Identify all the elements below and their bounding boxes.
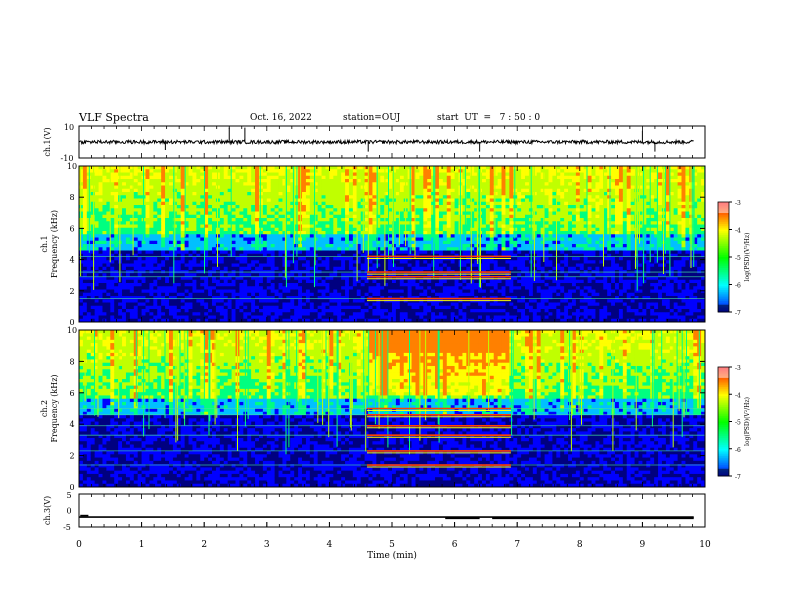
- ch1-spectrogram-ytick-label: 2: [69, 287, 74, 296]
- x-tick-label: 0: [76, 540, 82, 550]
- x-tick-label: 9: [640, 540, 646, 550]
- ch2-spectrogram-ytick-label: 10: [67, 326, 77, 335]
- x-axis-label: Time (min): [367, 550, 417, 561]
- ch2-spectrogram-colorbar-label: log(PSD)(V²/Hz): [744, 397, 751, 446]
- ch1-spectrogram-colorbar-tick-label: -7: [735, 310, 741, 317]
- x-tick-label: 7: [514, 540, 520, 550]
- date-label: Oct. 16, 2022: [250, 113, 312, 123]
- ch2-spectrogram-colorbar-tick-label: -6: [735, 447, 741, 454]
- x-tick-label: 8: [577, 540, 583, 550]
- ch1-spectrogram-image: [78, 165, 706, 323]
- ch1-spectrogram-ytick-label: 4: [69, 256, 74, 265]
- ch2-spectrogram-ylabel: Frequency (kHz): [50, 374, 59, 442]
- ch3-frame: [78, 493, 706, 528]
- ch3-ytick-label: -5: [63, 523, 71, 532]
- ch2-spectrogram-colorbar: [717, 366, 730, 477]
- ch3-ytick-label: 0: [66, 507, 71, 516]
- ch2-spectrogram-colorbar-tick-label: -4: [735, 392, 741, 399]
- x-tick-label: 10: [699, 540, 711, 550]
- x-tick-label: 4: [327, 540, 333, 550]
- x-tick-label: 2: [201, 540, 207, 550]
- ch1-spectrogram-colorbar-tick-label: -6: [735, 283, 741, 290]
- ch1-trace: [78, 138, 694, 146]
- ch2-spectrogram-channel-label: ch.2: [40, 400, 49, 417]
- ch1-spectrogram-ytick-label: 6: [69, 224, 74, 233]
- ch3-ylabel: ch.3(V): [43, 496, 52, 525]
- start-time-label: start UT = 7 : 50 : 0: [437, 113, 541, 123]
- ch1-spectrogram-channel-label: ch.1: [40, 235, 49, 252]
- station-label: station=OUJ: [343, 113, 401, 123]
- ch1-spectrogram-ytick-label: 10: [67, 162, 77, 171]
- ch2-spectrogram-ytick-label: 0: [69, 483, 74, 492]
- ch1-ylabel: ch.1(V): [43, 127, 52, 156]
- ch1-spectrogram-ylabel: Frequency (kHz): [50, 210, 59, 278]
- x-tick-label: 1: [139, 540, 145, 550]
- ch1-ytick-label: 10: [64, 123, 74, 132]
- ch1-spectrogram-colorbar: [717, 201, 730, 313]
- ch1-spectrogram-colorbar-tick-label: -5: [735, 255, 741, 262]
- ch1-ytick-label: -10: [61, 154, 74, 163]
- x-tick-label: 6: [452, 540, 458, 550]
- ch2-spectrogram-colorbar-tick-label: -5: [735, 420, 741, 427]
- x-tick-label: 3: [264, 540, 270, 550]
- ch1-spectrogram-ytick-label: 8: [69, 193, 74, 202]
- ch2-spectrogram-ytick-label: 8: [69, 357, 74, 366]
- ch3-ytick-label: 5: [66, 491, 71, 500]
- ch2-spectrogram-colorbar-tick-label: -3: [735, 365, 741, 372]
- x-tick-label: 5: [389, 540, 395, 550]
- ch1-spectrogram-colorbar-label: log(PSD)(V²/Hz): [744, 233, 751, 282]
- ch2-spectrogram-ytick-label: 2: [69, 452, 74, 461]
- ch1-spectrogram-colorbar-tick-label: -3: [735, 200, 741, 207]
- chart-title: VLF Spectra: [79, 111, 149, 124]
- ch1-spectrogram-colorbar-tick-label: -4: [735, 228, 741, 235]
- ch1-spectrogram-ytick-label: 0: [69, 318, 74, 327]
- ch2-spectrogram-ytick-label: 6: [69, 389, 74, 398]
- ch2-spectrogram-image: [78, 329, 706, 488]
- ch2-spectrogram-colorbar-tick-label: -7: [735, 474, 741, 481]
- ch2-spectrogram-ytick-label: 4: [69, 420, 74, 429]
